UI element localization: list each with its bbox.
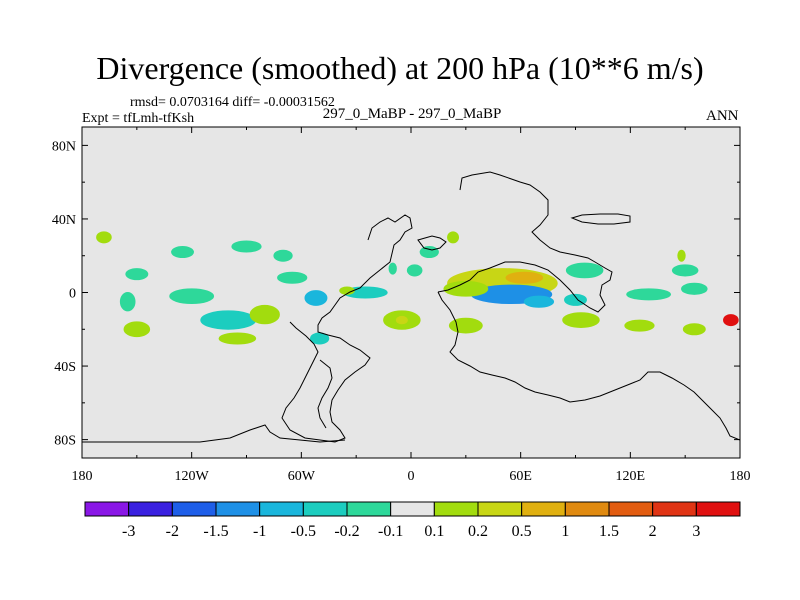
y-axis: 80N 40N 0 40S 80S (52, 139, 740, 449)
field-region-east-pacific-green-2 (123, 321, 151, 338)
y-tick-label: 40N (52, 213, 76, 228)
colorbar-label: -0.5 (291, 523, 316, 540)
field-region-africa-east-positive (443, 280, 489, 297)
colorbar-swatch (171, 501, 217, 517)
colorbar-swatch (433, 501, 479, 517)
colorbar-label: 1 (561, 523, 569, 540)
field-region-africa-south-green (448, 317, 483, 334)
colorbar-label: -3 (122, 523, 135, 540)
field-region-pacific-green-top (677, 249, 686, 262)
field-region-east-pacific-teal-3 (169, 288, 215, 305)
colorbar-label: -1 (253, 523, 266, 540)
field-region-gulf-teal (304, 290, 328, 306)
x-tick-label: 120W (175, 469, 210, 484)
field-region-pacific-green-far (682, 323, 706, 336)
coast-north-africa (417, 235, 447, 251)
colorbar-swatch (215, 501, 261, 517)
colorbar-label: 3 (692, 523, 700, 540)
colorbar-label: -1.5 (203, 523, 228, 540)
field-region-east-pacific-green-4 (249, 304, 280, 325)
chart-title: Divergence (smoothed) at 200 hPa (10**6 … (96, 50, 704, 86)
colorbar-label: 1.5 (599, 523, 619, 540)
colorbar-swatch (521, 501, 566, 517)
field-region-pacific-nw-teal (231, 240, 262, 253)
field-region-east-pacific-green (96, 231, 112, 244)
x-tick-label: 60E (509, 469, 532, 484)
x-tick-label: 120E (616, 469, 646, 484)
coast-americas (281, 214, 413, 443)
colorbar-label: -0.2 (334, 523, 359, 540)
x-axis: 180 120W 60W 0 60E 120E 180 (72, 127, 751, 484)
field-region-indian-negative-east (523, 295, 555, 308)
coast-arabia (570, 213, 631, 225)
season-label: ANN (706, 108, 739, 124)
field-contours (96, 231, 739, 345)
coast-africa (437, 291, 740, 441)
field-region-pacific-nw-teal-2 (171, 246, 194, 259)
y-tick-label: 80N (52, 139, 76, 154)
coast-europe-asia (437, 171, 613, 313)
field-region-maritime-teal (564, 293, 587, 306)
colorbar-swatch (564, 501, 610, 517)
experiment-label: Expt = tfLmh-tfKsh (82, 111, 195, 126)
colorbar-swatch (695, 501, 741, 517)
colorbar-swatch (346, 501, 392, 517)
field-region-pacific-west-teal (565, 262, 604, 279)
coastlines (82, 171, 740, 443)
x-tick-label: 0 (408, 469, 415, 484)
colorbar-swatch (302, 501, 348, 517)
colorbar-swatch (390, 501, 435, 517)
colorbar-label: 2 (649, 523, 657, 540)
x-tick-label: 180 (72, 469, 93, 484)
colorbar-label: -0.1 (378, 523, 403, 540)
x-tick-label: 60W (288, 469, 316, 484)
colorbar-label: -2 (166, 523, 179, 540)
field-region-north-indian-teal (406, 264, 423, 277)
y-tick-label: 80S (54, 434, 76, 449)
field-region-pacific-teal-2 (671, 264, 699, 277)
colorbar-label: 0.2 (468, 523, 488, 540)
y-tick-label: 40S (54, 360, 76, 375)
colorbar: -3 -2 -1.5 -1 -0.5 -0.2 -0.1 0.1 0.2 0.5 1 1.5 2 3 (84, 501, 741, 540)
field-region-pacific-teal-1 (626, 288, 672, 301)
colorbar-swatch (128, 501, 173, 517)
field-region-east-pacific-teal-1 (125, 268, 149, 281)
field-region-east-pacific-teal-4 (200, 310, 257, 330)
colorbar-label: 0.1 (424, 523, 444, 540)
field-region-indian-core-orange (505, 271, 544, 284)
x-tick-label: 180 (730, 469, 751, 484)
field-region-pacific-nw-teal-3 (277, 271, 308, 284)
field-region-pacific-teal-3 (681, 282, 708, 295)
coast-antarctica (82, 424, 346, 443)
field-region-africa-orange-dot (395, 315, 408, 325)
field-region-east-pacific-green-3 (218, 332, 257, 345)
rmsd-stats: rmsd= 0.0703164 diff= -0.00031562 (130, 95, 335, 110)
colorbar-swatch (477, 501, 523, 517)
field-region-pacific-green-se (624, 319, 655, 332)
case-label: 297_0_MaBP - 297_0_MaBP (322, 106, 502, 122)
colorbar-label: 0.5 (512, 523, 532, 540)
colorbar-swatch (608, 501, 654, 517)
colorbar-swatch (259, 501, 304, 517)
coast-south-america (317, 359, 333, 429)
field-region-indonesia-green (562, 312, 600, 328)
field-region-pacific-north-teal-4 (273, 249, 293, 262)
field-region-east-pacific-teal-2 (119, 292, 136, 312)
y-tick-label: 0 (69, 287, 76, 302)
field-region-north-africa-teal (419, 246, 439, 259)
colorbar-swatch (84, 501, 130, 517)
field-region-dateline-red (723, 314, 739, 327)
field-region-mediterranean-green (447, 231, 460, 244)
field-region-africa-teal-west (388, 262, 397, 275)
colorbar-swatch (652, 501, 697, 517)
